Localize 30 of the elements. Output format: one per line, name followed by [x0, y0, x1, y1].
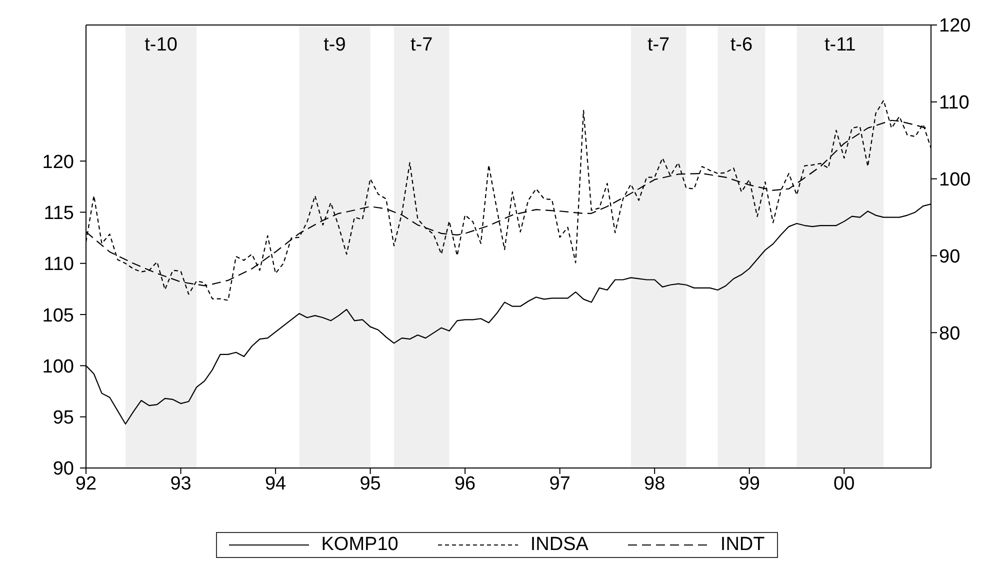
x-tick-label: 95 [360, 473, 381, 494]
legend-label: INDT [720, 534, 765, 556]
y2-tick-label: 100 [939, 170, 971, 191]
band-label: t-7 [647, 34, 670, 56]
y-tick-label: 90 [52, 458, 74, 480]
x-tick-label: 92 [75, 473, 97, 494]
x-tick-label: 99 [738, 473, 760, 494]
band-label: t-10 [144, 34, 178, 56]
y2-tick-label: 80 [939, 323, 960, 344]
band-label: t-9 [324, 34, 346, 56]
x-tick-label: 96 [454, 473, 476, 494]
y-tick-label: 120 [42, 152, 74, 173]
x-tick-label: 98 [644, 473, 666, 494]
x-tick-label: 93 [170, 473, 192, 494]
y-tick-label: 95 [52, 408, 74, 429]
y2-tick-label: 110 [939, 92, 970, 114]
y-tick-label: 100 [42, 356, 74, 378]
y2-tick-label: 90 [939, 246, 960, 268]
band-label: t-6 [730, 34, 753, 56]
x-tick-label: 00 [834, 473, 855, 494]
legend-label: INDSA [530, 534, 588, 556]
y-tick-label: 110 [44, 254, 74, 276]
x-tick-label: 94 [264, 473, 287, 494]
y-tick-label: 105 [42, 305, 74, 326]
legend-label: KOMP10 [321, 534, 398, 556]
band-label: t-7 [410, 34, 433, 56]
x-tick-label: 97 [549, 473, 570, 494]
y2-tick-label: 120 [939, 16, 971, 37]
band-label: t-11 [824, 34, 856, 56]
y-tick-label: 115 [44, 202, 74, 224]
